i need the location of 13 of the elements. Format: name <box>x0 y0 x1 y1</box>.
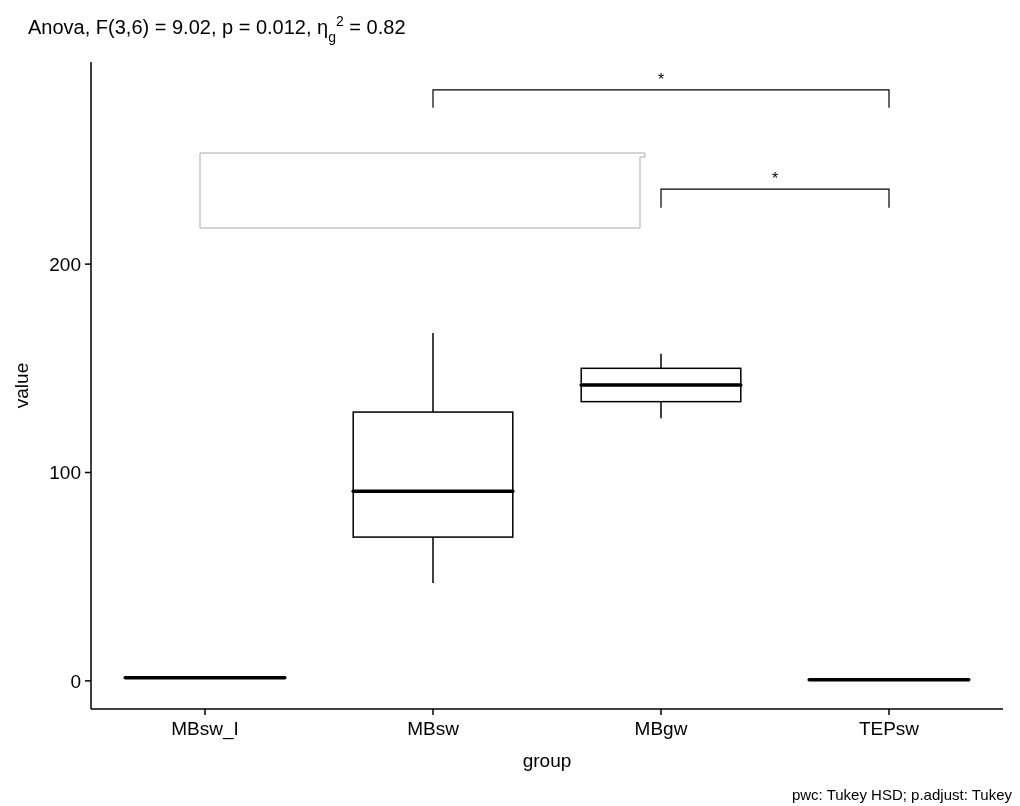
y-axis-title: value <box>11 362 32 409</box>
x-tick-label: MBsw_I <box>171 718 239 740</box>
chart-title: Anova, F(3,6) = 9.02, p = 0.012, η$_{g}$$^{2}$ = 0.82 <box>28 13 406 45</box>
annotation: * <box>771 170 779 188</box>
annotation: * <box>657 70 665 88</box>
y-tick-label: 200 <box>49 253 81 275</box>
x-tick-label: TEPsw <box>858 718 920 739</box>
x-axis-title: group <box>522 750 572 771</box>
y-tick-label: 0 <box>70 670 81 692</box>
text: pwc: Tukey HSD; p.adjust: Tukey <box>791 786 1013 803</box>
y-tick-label: 100 <box>49 462 81 484</box>
x-tick-label: MBsw <box>407 718 460 739</box>
x-tick-label: MBgw <box>634 718 688 739</box>
